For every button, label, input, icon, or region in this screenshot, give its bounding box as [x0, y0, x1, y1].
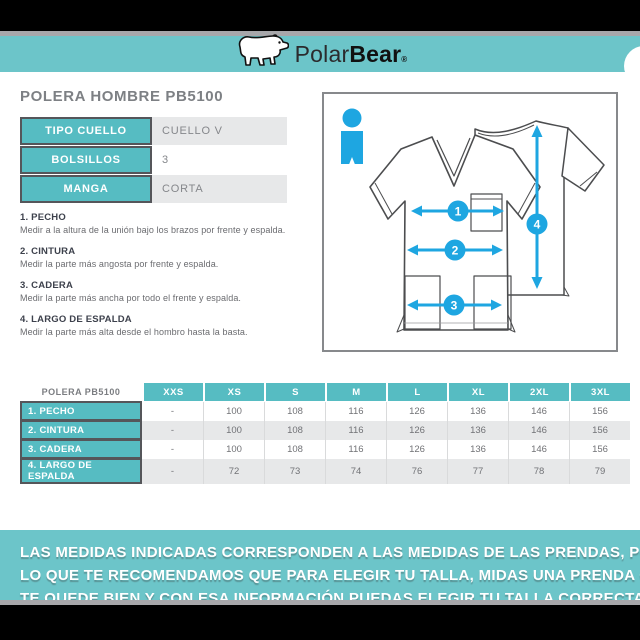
col-header-xs: XS	[203, 383, 264, 401]
col-header-s: S	[264, 383, 325, 401]
cell: 79	[569, 459, 630, 484]
col-header-3xl: 3XL	[569, 383, 630, 401]
brand-name-bear: Bear	[349, 40, 402, 67]
bottom-black-bar	[0, 605, 640, 640]
cell: 108	[264, 402, 325, 421]
cell: 77	[447, 459, 508, 484]
lower-pocket-left	[404, 275, 441, 330]
note-largo-espalda: 4. LARGO DE ESPALDA Medir la parte más a…	[20, 314, 320, 337]
measurement-notes: 1. PECHO Medir a la altura de la unión b…	[20, 212, 320, 348]
info-value: 3	[152, 146, 287, 174]
cell: 136	[447, 421, 508, 440]
row-label: 1. PECHO	[20, 401, 142, 421]
cell: 126	[386, 440, 447, 459]
size-table-corner: POLERA PB5100	[20, 383, 142, 401]
note-desc: Medir la parte más ancha por todo el fre…	[20, 293, 242, 303]
row-label: 3. CADERA	[20, 439, 142, 459]
cell: -	[142, 459, 203, 484]
note-title: 2. CINTURA	[20, 246, 76, 257]
col-header-l: L	[386, 383, 447, 401]
cell: 78	[508, 459, 569, 484]
garment-diagram: 1 2 3 4	[322, 92, 618, 352]
badge-2: 2	[452, 244, 459, 258]
cell: 136	[447, 402, 508, 421]
badge-3: 3	[451, 299, 458, 313]
info-label: MANGA	[20, 175, 152, 203]
cell: 126	[386, 402, 447, 421]
table-row-cadera: 3. CADERA - 100 108 116 126 136 146 156	[20, 439, 630, 459]
size-table-header: POLERA PB5100 XXS XS S M L XL 2XL 3XL	[20, 383, 630, 401]
brand-name: PolarBear®	[295, 41, 408, 68]
lower-pocket-right	[473, 275, 512, 330]
disclaimer-banner: LAS MEDIDAS INDICADAS CORRESPONDEN A LAS…	[0, 530, 640, 607]
cell: 116	[325, 440, 386, 459]
note-pecho: 1. PECHO Medir a la altura de la unión b…	[20, 212, 320, 235]
row-label: 2. CINTURA	[20, 420, 142, 440]
cell: 108	[264, 421, 325, 440]
note-title: 1. PECHO	[20, 212, 66, 223]
row-label: 4. LARGO DE ESPALDA	[20, 458, 142, 484]
size-table: POLERA PB5100 XXS XS S M L XL 2XL 3XL 1.…	[20, 383, 630, 484]
cell: 146	[508, 421, 569, 440]
bottom-gray-strip	[0, 600, 640, 605]
cell: 116	[325, 421, 386, 440]
cell: 74	[325, 459, 386, 484]
info-value: CORTA	[152, 175, 287, 203]
cell: 100	[203, 421, 264, 440]
brand-name-polar: Polar	[294, 40, 350, 67]
brand-header: PolarBear®	[0, 34, 640, 86]
note-desc: Medir la parte más alta desde el hombro …	[20, 327, 248, 337]
cell: 146	[508, 440, 569, 459]
cell: 108	[264, 440, 325, 459]
measure-arrows	[407, 125, 543, 311]
cell: 100	[203, 402, 264, 421]
col-header-xxs: XXS	[142, 383, 203, 401]
badge-4: 4	[534, 218, 541, 232]
note-desc: Medir la parte más angosta por frente y …	[20, 259, 219, 269]
cell: 76	[386, 459, 447, 484]
cell: 156	[569, 440, 630, 459]
cell: -	[142, 402, 203, 421]
table-row-largo-espalda: 4. LARGO DE ESPALDA - 72 73 74 76 77 78 …	[20, 458, 630, 484]
table-row-cintura: 2. CINTURA - 100 108 116 126 136 146 156	[20, 420, 630, 440]
cell: 136	[447, 440, 508, 459]
brand-logo: PolarBear®	[233, 34, 408, 70]
shirt-front-view	[369, 134, 541, 333]
cell: -	[142, 440, 203, 459]
note-cadera: 3. CADERA Medir la parte más ancha por t…	[20, 280, 320, 303]
top-gray-strip	[0, 31, 640, 36]
info-value: CUELLO V	[152, 117, 287, 145]
registered-mark: ®	[401, 54, 408, 64]
note-title: 4. LARGO DE ESPALDA	[20, 314, 132, 325]
cell: 156	[569, 402, 630, 421]
top-black-bar	[0, 0, 640, 31]
cell: 72	[203, 459, 264, 484]
note-title: 3. CADERA	[20, 280, 74, 291]
banner-line: LO QUE TE RECOMENDAMOS QUE PARA ELEGIR T…	[20, 567, 640, 584]
person-icon	[341, 108, 363, 164]
col-header-m: M	[325, 383, 386, 401]
cell: 100	[203, 440, 264, 459]
info-label: TIPO CUELLO	[20, 117, 152, 145]
cell: 126	[386, 421, 447, 440]
corner-notch	[624, 46, 640, 86]
col-header-xl: XL	[447, 383, 508, 401]
cell: -	[142, 421, 203, 440]
cell: 156	[569, 421, 630, 440]
cell: 116	[325, 402, 386, 421]
page-title: POLERA HOMBRE PB5100	[20, 88, 224, 105]
cell: 146	[508, 402, 569, 421]
banner-line: LAS MEDIDAS INDICADAS CORRESPONDEN A LAS…	[20, 544, 640, 561]
measure-badges: 1 2 3 4	[443, 200, 548, 316]
note-cintura: 2. CINTURA Medir la parte más angosta po…	[20, 246, 320, 269]
info-label: BOLSILLOS	[20, 146, 152, 174]
note-desc: Medir a la altura de la unión bajo los b…	[20, 225, 286, 235]
polar-bear-icon	[233, 34, 289, 70]
cell: 73	[264, 459, 325, 484]
product-info-table: TIPO CUELLO CUELLO V BOLSILLOS 3 MANGA C…	[20, 117, 287, 203]
col-header-2xl: 2XL	[508, 383, 569, 401]
badge-1: 1	[455, 205, 462, 219]
table-row-pecho: 1. PECHO - 100 108 116 126 136 146 156	[20, 401, 630, 421]
